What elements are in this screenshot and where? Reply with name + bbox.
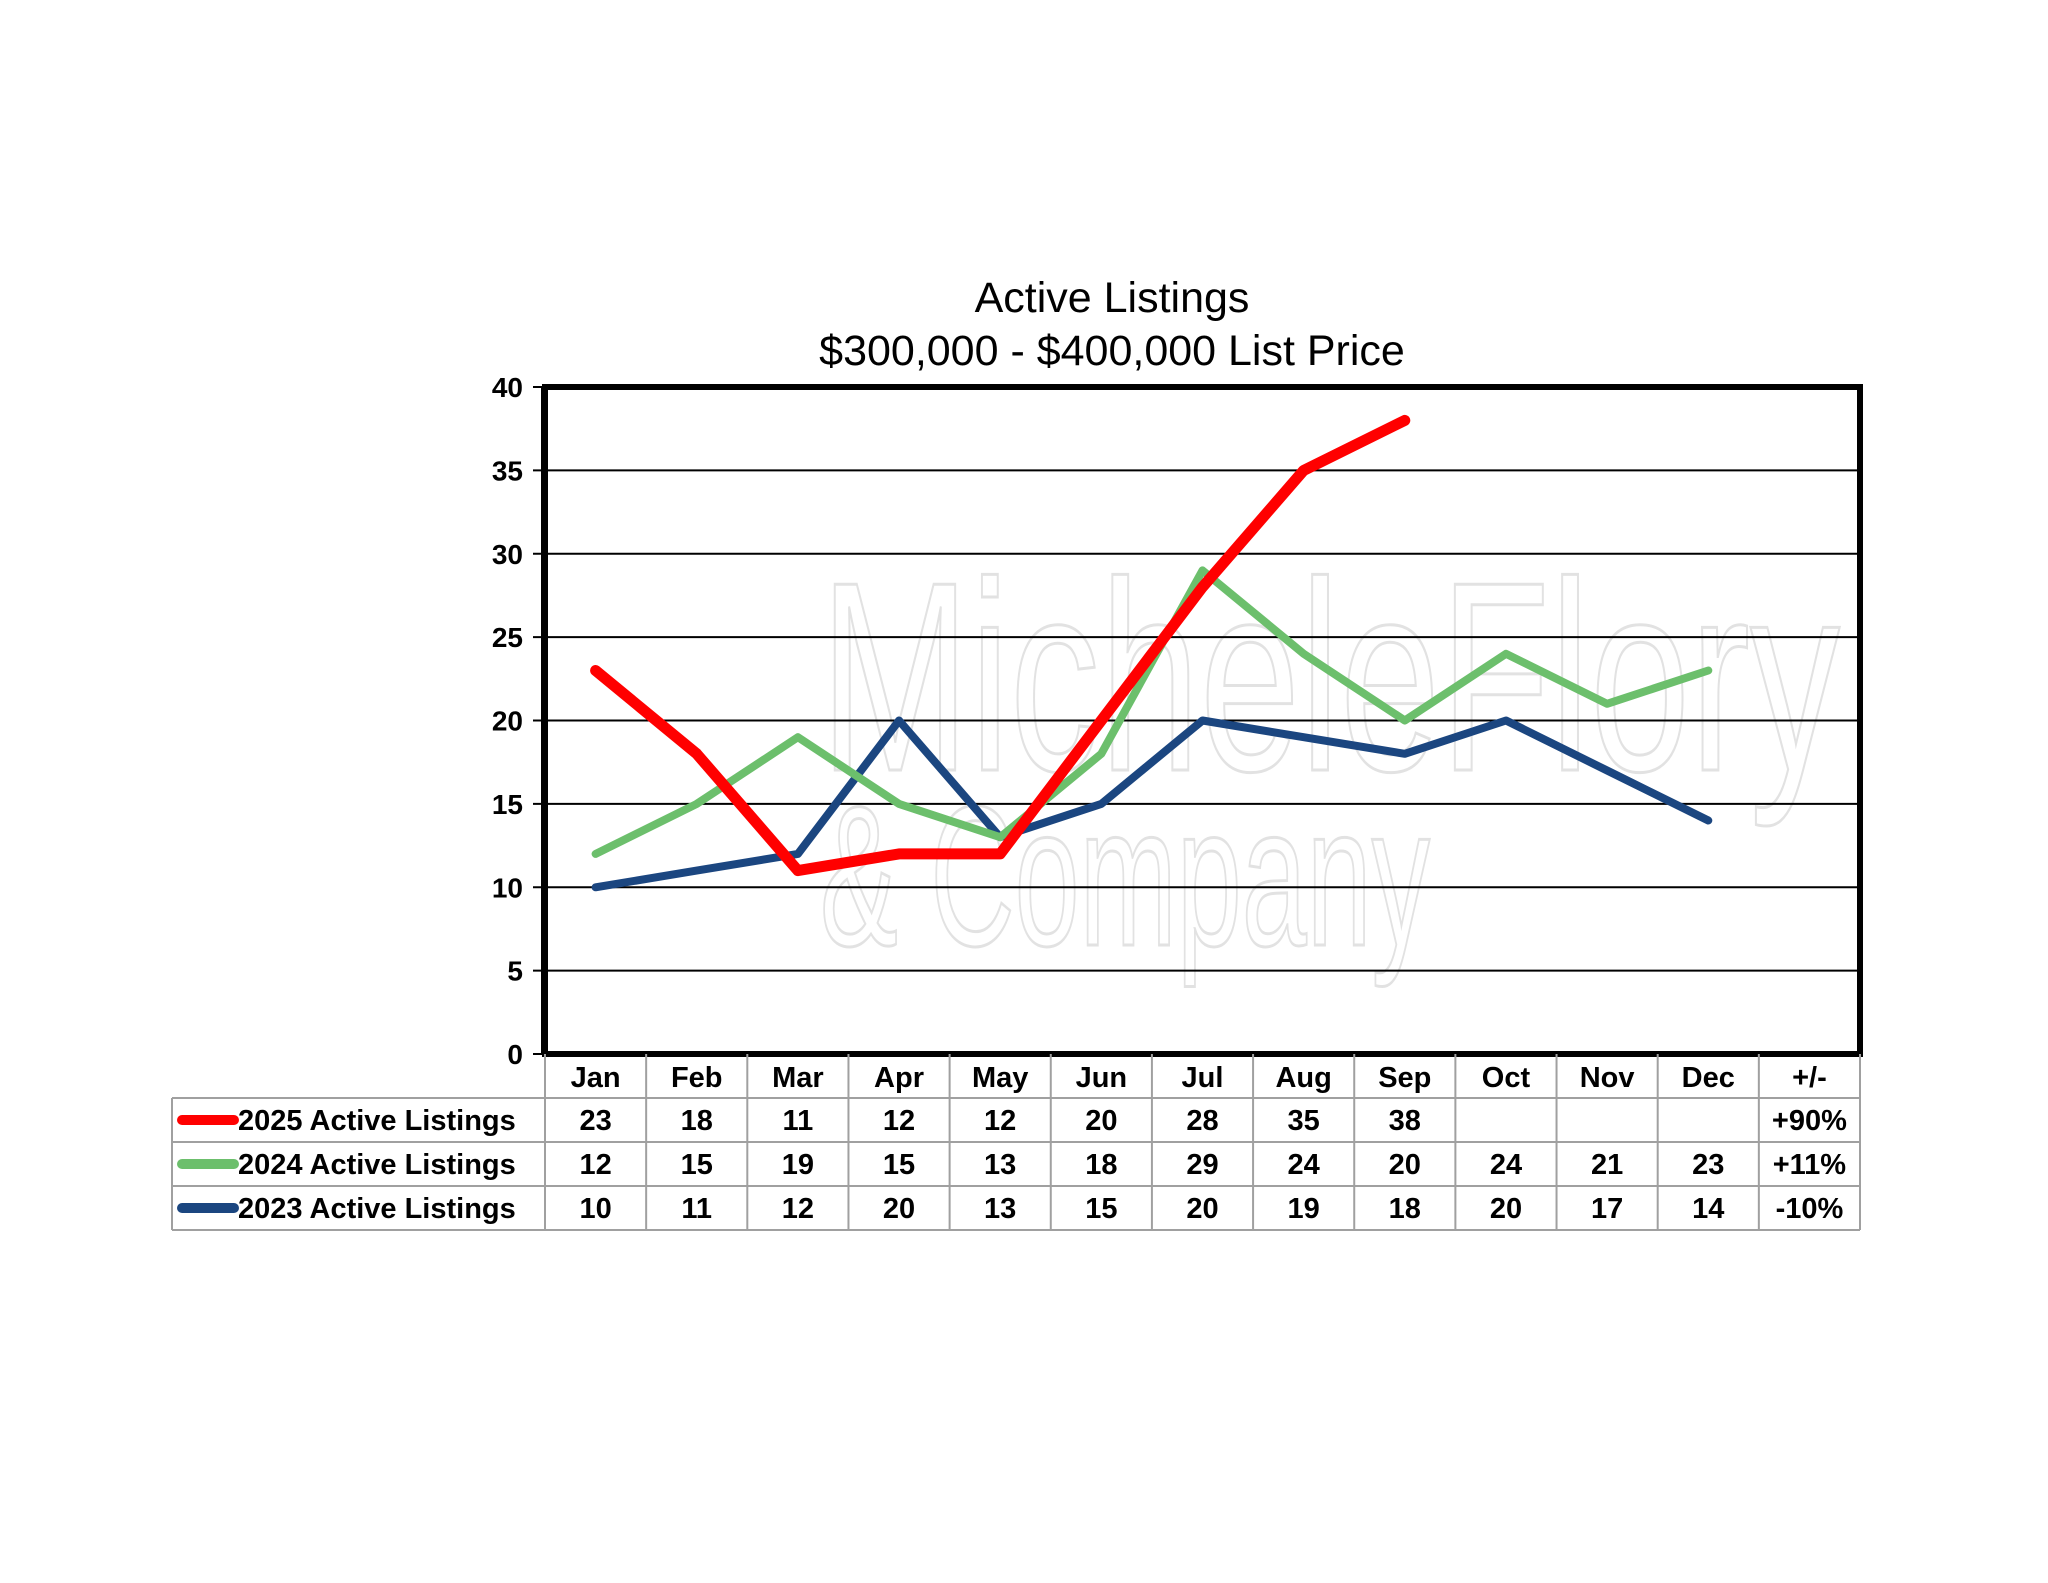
table-value-cell: 19 bbox=[1288, 1193, 1320, 1225]
table-value-cell: 29 bbox=[1186, 1149, 1218, 1181]
table-value-cell: 15 bbox=[1085, 1193, 1117, 1225]
table-value-cell: 20 bbox=[1186, 1193, 1218, 1225]
table-value-cell: 20 bbox=[1085, 1105, 1117, 1137]
watermark-line-2: & Company bbox=[820, 765, 1430, 988]
table-header-cell: Sep bbox=[1378, 1062, 1431, 1094]
table-value-cell: 15 bbox=[681, 1149, 713, 1181]
table-value-cell: 12 bbox=[579, 1149, 611, 1181]
table-value-cell: 18 bbox=[1389, 1193, 1421, 1225]
watermark: MicheleFlory & Company bbox=[819, 526, 1842, 990]
table-value-cell: 23 bbox=[579, 1105, 611, 1137]
table-value-cell: 21 bbox=[1591, 1149, 1623, 1181]
table-header-cell: Nov bbox=[1580, 1062, 1635, 1094]
table-value-cell: 17 bbox=[1591, 1193, 1623, 1225]
table-value-cell: 13 bbox=[984, 1149, 1016, 1181]
table-header-cell: Jun bbox=[1076, 1062, 1128, 1094]
table-value-cell: 12 bbox=[782, 1193, 814, 1225]
table-value-cell: 35 bbox=[1288, 1105, 1320, 1137]
legend-label: 2024 Active Listings bbox=[238, 1149, 516, 1181]
plot-frame bbox=[542, 384, 1863, 1057]
table-value-cell: 38 bbox=[1389, 1105, 1421, 1137]
y-tick-label: 25 bbox=[492, 622, 523, 653]
y-tick-label: 0 bbox=[507, 1039, 523, 1070]
table-change-cell: -10% bbox=[1776, 1193, 1844, 1225]
table-value-cell: 19 bbox=[782, 1149, 814, 1181]
table-value-cell: 28 bbox=[1186, 1105, 1218, 1137]
table-header-cell: Oct bbox=[1482, 1062, 1531, 1094]
table-header-cell: Aug bbox=[1275, 1062, 1331, 1094]
watermark-line-1: MicheleFlory bbox=[820, 527, 1840, 829]
table-value-cell: 24 bbox=[1288, 1149, 1320, 1181]
y-axis: 0 5 10 15 20 25 30 35 40 bbox=[492, 372, 543, 1070]
y-tick-label: 5 bbox=[507, 956, 523, 987]
legend-label: 2023 Active Listings bbox=[238, 1193, 516, 1225]
table-header-cell: Dec bbox=[1682, 1062, 1735, 1094]
table-header-cell: May bbox=[972, 1062, 1028, 1094]
table-value-cell: 10 bbox=[579, 1193, 611, 1225]
table-value-cell: 24 bbox=[1490, 1149, 1522, 1181]
table-header-cell: Feb bbox=[671, 1062, 723, 1094]
chart-title: Active Listings bbox=[975, 274, 1250, 322]
y-tick-label: 35 bbox=[492, 455, 523, 486]
table-value-cell: 12 bbox=[883, 1105, 915, 1137]
table-value-cell: 20 bbox=[1490, 1193, 1522, 1225]
table-header-cell: Mar bbox=[772, 1062, 824, 1094]
table-header-cell: Jul bbox=[1182, 1062, 1224, 1094]
gridlines bbox=[545, 469, 1860, 972]
y-tick-label: 20 bbox=[492, 706, 523, 737]
y-tick-label: 40 bbox=[492, 372, 523, 403]
table-change-header: +/- bbox=[1792, 1062, 1827, 1094]
table-header-cell: Jan bbox=[571, 1062, 621, 1094]
table-value-cell: 11 bbox=[681, 1193, 712, 1225]
table-value-cell: 14 bbox=[1692, 1193, 1724, 1225]
table-value-cell: 13 bbox=[984, 1193, 1016, 1225]
table-value-cell: 15 bbox=[883, 1149, 915, 1181]
table-value-cell: 23 bbox=[1692, 1149, 1724, 1181]
table-change-cell: +11% bbox=[1773, 1149, 1847, 1181]
table-value-cell: 18 bbox=[1085, 1149, 1117, 1181]
table-change-cell: +90% bbox=[1772, 1105, 1847, 1137]
data-table: Jan Feb Mar Apr May Jun Jul Aug Sep Oct Nov Dec +/- 2… bbox=[171, 1054, 1861, 1231]
y-tick-label: 10 bbox=[492, 872, 523, 903]
chart-subtitle: $300,000 - $400,000 List Price bbox=[819, 327, 1405, 375]
y-tick-label: 15 bbox=[492, 789, 523, 820]
legend-label: 2025 Active Listings bbox=[238, 1105, 516, 1137]
series-lines bbox=[590, 414, 1713, 892]
table-value-cell: 20 bbox=[883, 1193, 915, 1225]
table-header-cell: Apr bbox=[874, 1062, 924, 1094]
table-value-cell: 20 bbox=[1389, 1149, 1421, 1181]
table-value-cell: 12 bbox=[984, 1105, 1016, 1137]
table-value-cell: 18 bbox=[681, 1105, 713, 1137]
table-value-cell: 11 bbox=[783, 1105, 814, 1137]
series-line bbox=[590, 414, 1411, 877]
y-tick-label: 30 bbox=[492, 539, 523, 570]
